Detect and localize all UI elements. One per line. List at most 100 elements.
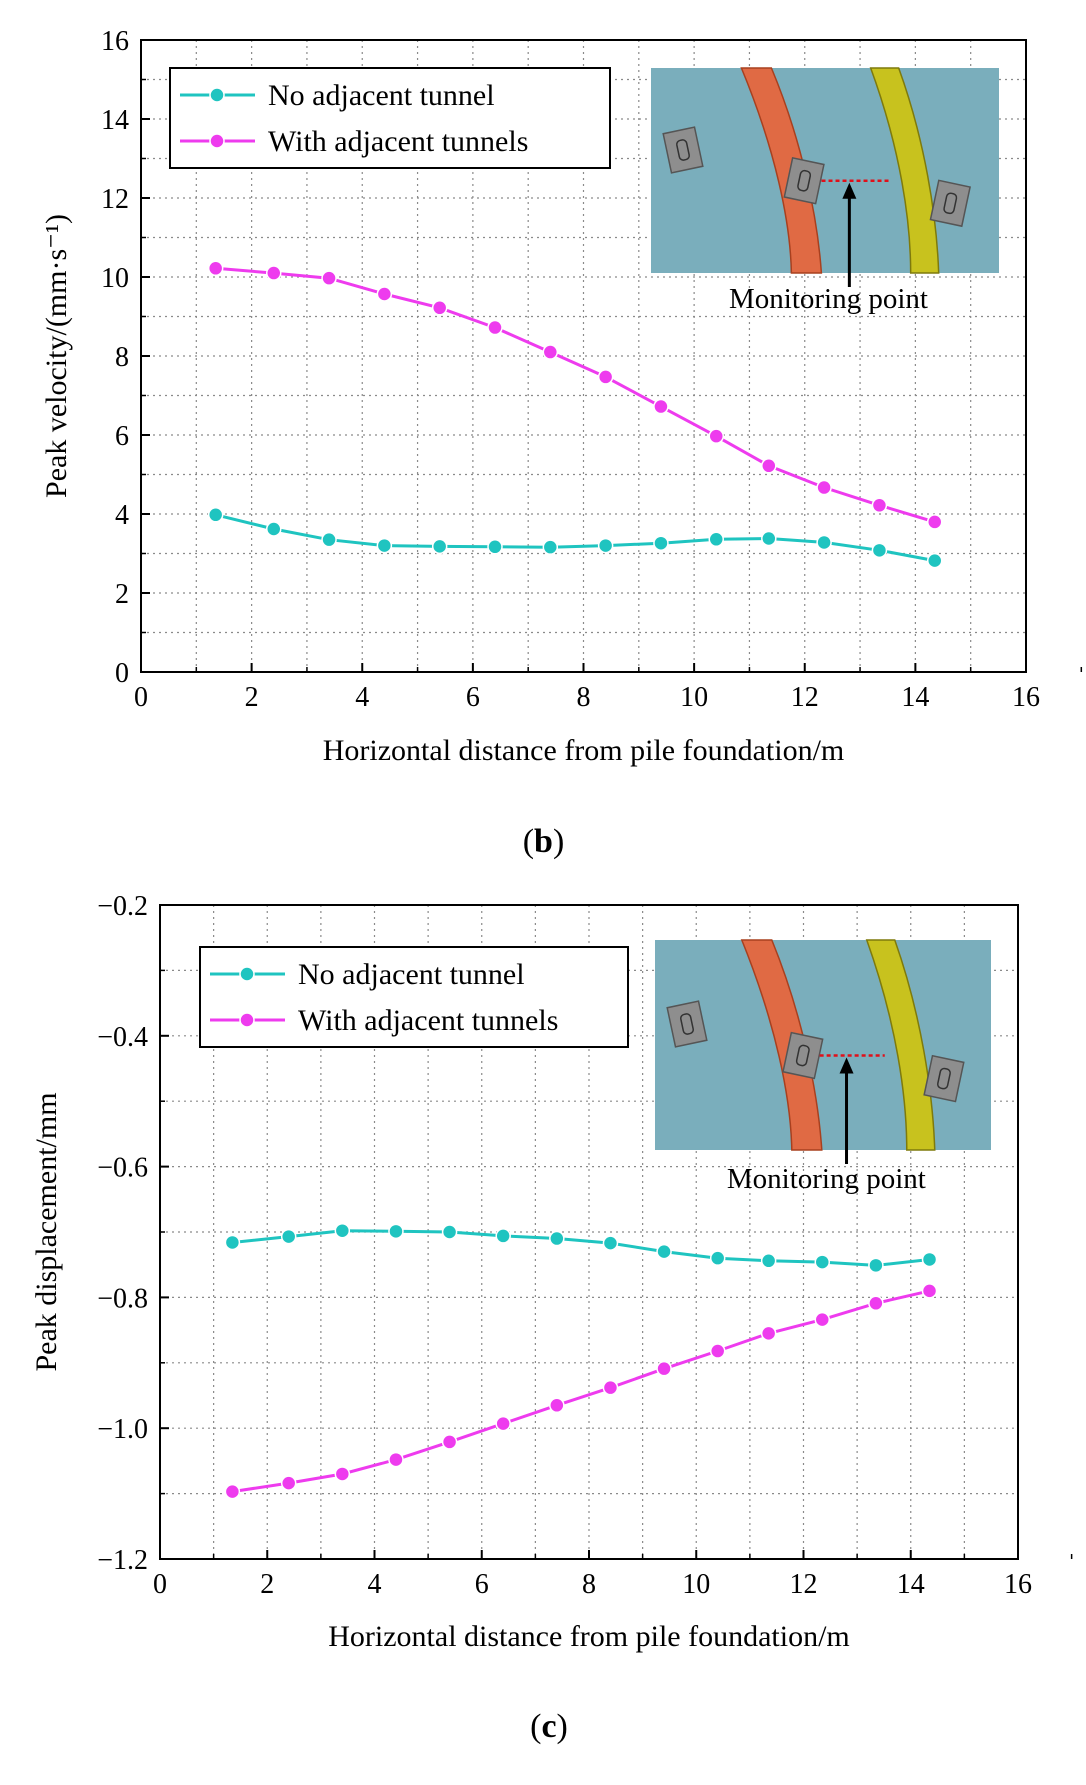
data-point <box>926 514 943 530</box>
y-tick-label: 12 <box>101 184 129 215</box>
data-point <box>495 1415 511 1432</box>
legend-label: With adjacent tunnels <box>268 125 528 158</box>
data-point <box>709 1250 726 1266</box>
y-tick-label: 8 <box>115 342 129 373</box>
y-tick-label: −0.6 <box>97 1153 148 1184</box>
y-tick-label: 0 <box>115 658 129 689</box>
data-point <box>814 1254 831 1270</box>
tunnel-yellow <box>869 67 940 274</box>
data-point <box>921 1251 938 1268</box>
y-axis-label: Peak displacement/mm <box>30 1092 63 1371</box>
data-point <box>656 1360 672 1377</box>
data-point <box>388 1223 404 1240</box>
x-tick-label: 4 <box>355 682 369 713</box>
data-point <box>761 530 777 547</box>
y-tick-label: −1.0 <box>97 1414 148 1445</box>
series-line <box>215 513 935 563</box>
data-point <box>542 344 559 360</box>
y-tick-label: 14 <box>101 105 129 136</box>
series-line <box>232 1229 930 1267</box>
pile-block <box>666 1000 708 1048</box>
x-tick-label: 14 <box>897 1569 925 1600</box>
data-point <box>597 537 614 554</box>
data-point <box>816 534 832 551</box>
data-point <box>597 369 614 385</box>
data-point <box>224 1483 241 1500</box>
data-point <box>376 286 393 302</box>
pile-block <box>929 179 971 228</box>
inset-monitoring-diagram: Monitoring point <box>655 939 991 1195</box>
y-tick-label: 2 <box>115 579 129 610</box>
x-tick-label: 0 <box>153 1569 167 1600</box>
tunnel-orange <box>740 939 823 1151</box>
pile-block <box>662 126 704 174</box>
data-point <box>708 531 724 548</box>
series-no-adjacent-tunnel <box>207 507 943 569</box>
inset-monitoring-diagram: Monitoring point <box>651 67 999 315</box>
pile-block <box>782 1031 824 1080</box>
x-tick-label: 10 <box>682 1569 710 1600</box>
pile-block <box>923 1054 965 1103</box>
data-point <box>266 265 282 281</box>
legend-swatch-marker <box>239 966 255 982</box>
data-point <box>388 1451 404 1468</box>
data-point <box>280 1228 297 1245</box>
monitoring-arrow-head <box>839 1057 854 1074</box>
tunnel-orange <box>740 67 823 274</box>
data-point <box>207 507 224 523</box>
data-point <box>542 539 559 555</box>
y-tick-label: 6 <box>115 421 129 452</box>
data-point <box>441 1224 458 1240</box>
series-with-adjacent-tunnels <box>207 260 943 530</box>
tunnel-yellow <box>865 939 936 1151</box>
data-point <box>602 1235 619 1251</box>
data-point <box>814 1311 831 1328</box>
y-tick-label: 16 <box>101 26 129 57</box>
data-point <box>816 479 832 496</box>
data-point <box>280 1475 297 1491</box>
data-point <box>921 1283 938 1299</box>
data-point <box>709 1343 726 1359</box>
x-tick-label: 6 <box>466 682 480 713</box>
data-point <box>431 300 448 316</box>
data-point <box>334 1222 351 1239</box>
data-point <box>549 1230 565 1247</box>
legend-label: No adjacent tunnel <box>298 958 525 991</box>
inset-label: Monitoring point <box>729 283 928 315</box>
data-point <box>376 537 393 554</box>
inset-background <box>655 940 991 1150</box>
y-axis-label: Peak velocity/(mm·s⁻¹) <box>40 214 73 498</box>
data-point <box>224 1234 241 1251</box>
y-tick-label: −0.8 <box>97 1283 148 1314</box>
x-tick-label: 14 <box>901 682 929 713</box>
y-tick-label: 10 <box>101 263 129 294</box>
legend-label: With adjacent tunnels <box>298 1004 558 1037</box>
legend-box <box>169 67 611 169</box>
data-point <box>441 1434 458 1450</box>
panel-caption: (c) <box>530 1708 568 1745</box>
y-tick-label: −0.4 <box>97 1022 148 1053</box>
data-point <box>207 260 224 277</box>
data-point <box>653 535 669 551</box>
data-point <box>431 538 448 555</box>
data-point <box>871 542 888 559</box>
legend-label: No adjacent tunnel <box>268 79 495 112</box>
data-point <box>266 521 282 537</box>
series-no-adjacent-tunnel <box>224 1222 938 1274</box>
data-point <box>602 1379 619 1396</box>
data-point <box>868 1295 884 1312</box>
data-point <box>487 539 503 555</box>
y-tick-label: −0.2 <box>97 891 148 922</box>
inset-background <box>651 68 999 273</box>
data-point <box>321 531 337 548</box>
series-line <box>215 266 936 524</box>
x-axis-label: Horizontal distance from pile foundation… <box>328 1620 850 1653</box>
chart-panel-b: 0 2 4 6 8 10 12 14 16 0 2 4 6 8 10 12 14 16 Horizontal dis… <box>40 26 1083 860</box>
x-tick-label: 2 <box>260 1569 274 1600</box>
x-tick-label: 8 <box>582 1569 596 1600</box>
series-with-adjacent-tunnels <box>224 1283 938 1500</box>
y-tick-label: −1.2 <box>97 1545 148 1576</box>
data-point <box>653 398 669 415</box>
data-point <box>761 458 777 474</box>
x-tick-label: 6 <box>475 1569 489 1600</box>
